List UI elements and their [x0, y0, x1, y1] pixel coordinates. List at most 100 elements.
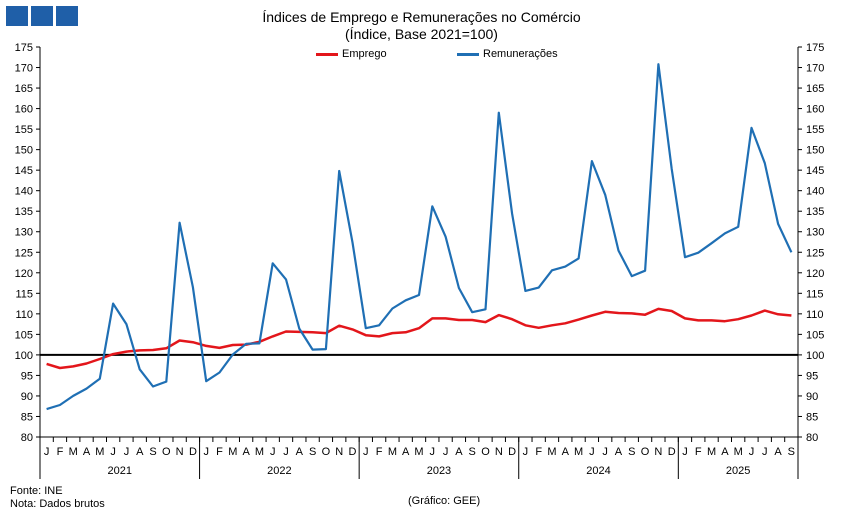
- y-tick-label-left: 160: [15, 104, 33, 116]
- chart-subtitle: (Índice, Base 2021=100): [345, 26, 498, 42]
- x-tick-label-month: O: [322, 446, 331, 458]
- x-tick-label-month: D: [349, 446, 357, 458]
- x-year-label: 2025: [726, 465, 750, 477]
- x-tick-label-month: O: [162, 446, 171, 458]
- x-tick-label-month: A: [562, 446, 570, 458]
- x-tick-label-month: J: [762, 446, 768, 458]
- x-tick-label-month: M: [255, 446, 264, 458]
- logo-block: [31, 6, 53, 26]
- y-tick-label-left: 110: [15, 309, 33, 321]
- x-tick-label-month: J: [523, 446, 529, 458]
- x-tick-label-month: M: [707, 446, 716, 458]
- y-tick-label-right: 135: [806, 206, 824, 218]
- x-year-label: 2023: [427, 465, 451, 477]
- x-tick-label-month: J: [203, 446, 209, 458]
- y-tick-label-left: 145: [15, 165, 33, 177]
- y-tick-label-right: 125: [806, 247, 824, 259]
- y-tick-label-right: 105: [806, 329, 824, 341]
- logo-block: [6, 6, 28, 26]
- y-tick-label-right: 170: [806, 63, 824, 75]
- y-tick-label-left: 120: [15, 268, 33, 280]
- y-tick-label-right: 80: [806, 432, 818, 444]
- y-tick-label-right: 100: [806, 350, 824, 362]
- series-line-emprego: [46, 307, 792, 370]
- x-tick-label-month: M: [95, 446, 104, 458]
- y-tick-label-left: 90: [21, 391, 33, 403]
- chart-title-block: Índices de Emprego e Remunerações no Com…: [0, 9, 843, 43]
- y-tick-label-left: 165: [15, 83, 33, 95]
- x-tick-label-month: D: [189, 446, 197, 458]
- y-tick-label-right: 120: [806, 268, 824, 280]
- y-tick-label-left: 150: [15, 145, 33, 157]
- x-tick-label-month: F: [535, 446, 542, 458]
- x-tick-label-month: M: [574, 446, 583, 458]
- y-tick-label-left: 85: [21, 411, 33, 423]
- x-tick-label-month: J: [124, 446, 130, 458]
- legend-item-emprego: Emprego: [316, 48, 387, 60]
- chart-title: Índices de Emprego e Remunerações no Com…: [262, 9, 581, 25]
- y-tick-label-left: 135: [15, 206, 33, 218]
- chart-legend: Emprego Remunerações: [0, 48, 843, 64]
- y-tick-label-right: 155: [806, 124, 824, 136]
- footer-source-note: Fonte: INE Nota: Dados brutos: [10, 485, 105, 511]
- y-tick-label-right: 90: [806, 391, 818, 403]
- footer-source: Fonte: INE: [10, 485, 63, 497]
- x-tick-label-month: J: [44, 446, 50, 458]
- x-tick-label-month: N: [495, 446, 503, 458]
- x-tick-label-month: A: [242, 446, 250, 458]
- y-tick-label-right: 95: [806, 370, 818, 382]
- x-tick-label-month: F: [57, 446, 64, 458]
- x-year-label: 2024: [586, 465, 610, 477]
- x-tick-label-month: J: [589, 446, 595, 458]
- y-tick-label-left: 125: [15, 247, 33, 259]
- y-tick-label-left: 140: [15, 186, 33, 198]
- y-tick-label-right: 85: [806, 411, 818, 423]
- x-tick-label-month: A: [455, 446, 463, 458]
- y-tick-label-right: 110: [806, 309, 824, 321]
- series-line-remuneracoes: [46, 63, 793, 411]
- x-tick-label-month: N: [654, 446, 662, 458]
- x-tick-label-month: A: [774, 446, 782, 458]
- x-tick-label-month: J: [430, 446, 436, 458]
- x-tick-label-month: D: [508, 446, 516, 458]
- x-tick-label-month: M: [414, 446, 423, 458]
- x-tick-label-month: J: [749, 446, 755, 458]
- legend-swatch-emprego: [316, 52, 338, 56]
- legend-item-remuneracoes: Remunerações: [457, 48, 558, 60]
- x-tick-label-month: N: [176, 446, 184, 458]
- x-tick-label-month: F: [216, 446, 223, 458]
- y-tick-label-right: 140: [806, 186, 824, 198]
- x-tick-label-month: M: [69, 446, 78, 458]
- x-tick-label-month: O: [641, 446, 650, 458]
- y-tick-label-left: 100: [15, 350, 33, 362]
- y-tick-label-left: 115: [15, 288, 33, 300]
- x-year-label: 2021: [108, 465, 132, 477]
- logo-block: [56, 6, 78, 26]
- x-tick-label-month: N: [335, 446, 343, 458]
- x-tick-label-month: M: [388, 446, 397, 458]
- footer-credit: (Gráfico: GEE): [408, 495, 481, 507]
- x-tick-label-month: S: [788, 446, 795, 458]
- y-tick-label-right: 165: [806, 83, 824, 95]
- x-tick-label-month: M: [228, 446, 237, 458]
- y-tick-label-right: 150: [806, 145, 824, 157]
- x-tick-label-month: J: [110, 446, 116, 458]
- y-tick-label-left: 95: [21, 370, 33, 382]
- y-tick-label-left: 105: [15, 329, 33, 341]
- x-tick-label-month: J: [602, 446, 608, 458]
- x-tick-label-month: J: [682, 446, 688, 458]
- y-tick-label-right: 145: [806, 165, 824, 177]
- x-tick-label-month: A: [615, 446, 623, 458]
- y-tick-label-left: 175: [15, 42, 33, 54]
- footer-note: Nota: Dados brutos: [10, 498, 105, 510]
- y-tick-label-right: 130: [806, 227, 824, 239]
- legend-swatch-remuneracoes: [457, 52, 479, 56]
- x-tick-label-month: M: [547, 446, 556, 458]
- x-tick-label-month: O: [481, 446, 490, 458]
- x-tick-label-month: A: [721, 446, 729, 458]
- x-tick-label-month: F: [695, 446, 702, 458]
- x-tick-label-month: J: [270, 446, 276, 458]
- x-tick-label-month: A: [402, 446, 410, 458]
- x-tick-label-month: S: [309, 446, 316, 458]
- y-tick-label-left: 155: [15, 124, 33, 136]
